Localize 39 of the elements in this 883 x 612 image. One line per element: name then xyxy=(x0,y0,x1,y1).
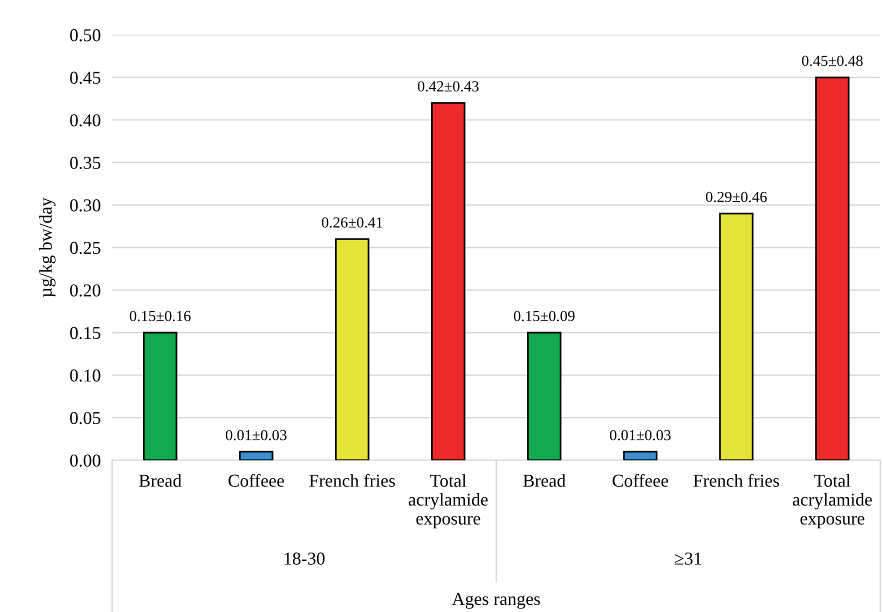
y-tick-label: 0.15 xyxy=(70,326,100,340)
y-tick-label: 0.30 xyxy=(70,199,100,212)
x-tick-label: Bread xyxy=(523,474,566,487)
bar xyxy=(431,102,466,460)
data-label: 0.01±0.03 xyxy=(610,430,671,440)
x-axis-title: Ages ranges xyxy=(452,592,540,609)
text: ≥31 xyxy=(675,552,702,565)
x-tick-label: French fries xyxy=(309,474,395,487)
x-tick-label: Total acrylamide exposure xyxy=(792,474,872,528)
y-tick-label: 0.00 xyxy=(70,454,100,467)
bar xyxy=(142,332,178,460)
y-tick-label: 0.40 xyxy=(70,114,100,126)
y-tick-label: 0.50 xyxy=(70,29,100,42)
bar xyxy=(719,212,754,460)
bar xyxy=(239,450,274,460)
x-tick-label: Total acrylamide exposure xyxy=(408,474,488,528)
y-axis-title: µg/kg bw/day xyxy=(39,198,56,298)
x-tick-label: Coffeee xyxy=(228,474,284,487)
bar xyxy=(527,332,562,460)
data-label: 0.45±0.48 xyxy=(802,56,863,66)
y-tick-label: 0.25 xyxy=(70,242,100,254)
y-tick-label: 0.10 xyxy=(70,369,100,382)
data-label: 0.26±0.41 xyxy=(322,217,382,228)
x-tick-label: French fries xyxy=(693,474,780,487)
x-tick-label: Coffeee xyxy=(612,474,668,487)
data-label: 0.29±0.46 xyxy=(706,192,767,202)
x-tick-label: Bread xyxy=(139,474,182,487)
data-label: 0.42±0.43 xyxy=(418,81,479,92)
bar xyxy=(623,450,658,460)
y-tick-label: 0.05 xyxy=(70,412,100,424)
data-label: 0.01±0.03 xyxy=(226,430,287,440)
bar xyxy=(815,76,850,460)
data-label: 0.15±0.16 xyxy=(130,310,191,322)
text: 18-30 xyxy=(284,552,325,565)
y-tick-label: 0.35 xyxy=(70,156,100,170)
y-tick-label: 0.20 xyxy=(70,284,100,297)
bar xyxy=(335,238,370,460)
data-label: 0.15±0.09 xyxy=(514,310,575,322)
y-tick-label: 0.45 xyxy=(70,72,100,84)
